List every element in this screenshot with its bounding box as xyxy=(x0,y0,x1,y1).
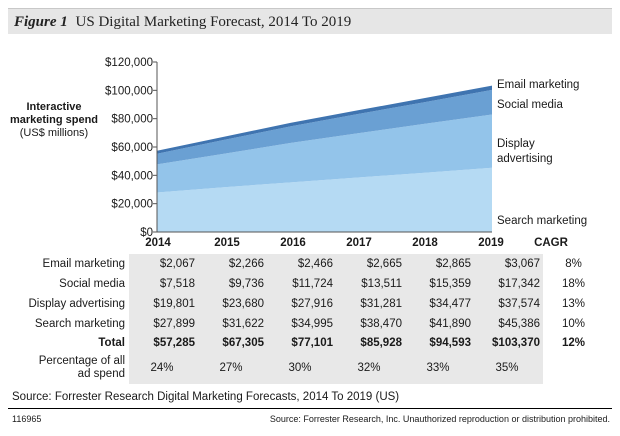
area-search-marketing xyxy=(157,167,492,232)
cagr-cell: 8% xyxy=(565,258,582,270)
table-cell: $7,518 xyxy=(129,274,198,294)
area-display-advertising xyxy=(157,114,492,193)
row-label: Search marketing xyxy=(34,318,125,330)
x-tick-label: 2017 xyxy=(346,237,372,249)
table-cell: $34,995 xyxy=(267,314,336,334)
table-cell: $23,680 xyxy=(198,294,267,314)
table-cell: $45,386 xyxy=(474,314,543,334)
table-cell: $15,359 xyxy=(405,274,474,294)
table-cell: $11,724 xyxy=(267,274,336,294)
y-tick-label: $0 xyxy=(140,227,153,239)
table-cell: $17,342 xyxy=(474,274,543,294)
table-row: Display advertising $19,801 $23,680 $27,916… xyxy=(8,294,604,314)
figure-title-bar: Figure 1 US Digital Marketing Forecast, … xyxy=(8,8,612,34)
cagr-cell: 18% xyxy=(561,278,586,290)
row-label: Social media xyxy=(59,278,125,290)
x-tick-label: 2014 xyxy=(145,237,171,249)
cagr-cell: 12% xyxy=(561,337,586,349)
table-cell: $94,593 xyxy=(405,334,474,352)
table-cell: $77,101 xyxy=(267,334,336,352)
cagr-cell: 13% xyxy=(561,298,586,310)
table-cell: $2,067 xyxy=(129,254,198,274)
row-label: Email marketing xyxy=(42,258,125,270)
table-cell: 27% xyxy=(198,352,267,384)
table-cell: $41,890 xyxy=(405,314,474,334)
x-tick-label: 2019 xyxy=(478,237,504,249)
x-tick-label: 2018 xyxy=(412,237,438,249)
y-axis-label: Interactive marketing spend (US$ million… xyxy=(6,101,102,140)
series-labels: Email marketing Social media Display advert… xyxy=(497,79,587,227)
x-axis: 2014 2015 2016 2017 2018 2019 CAGR xyxy=(145,231,569,249)
footer-rule xyxy=(8,408,612,409)
table-cell: $27,916 xyxy=(267,294,336,314)
table-cell: $31,622 xyxy=(198,314,267,334)
table-cell: $67,305 xyxy=(198,334,267,352)
y-tick-label: $120,000 xyxy=(105,57,153,69)
table-cell: 35% xyxy=(474,352,543,384)
table-cell: $57,285 xyxy=(129,334,198,352)
cagr-header: CAGR xyxy=(534,237,569,249)
table-cell: $3,067 xyxy=(474,254,543,274)
y-axis: $0 $20,000 $40,000 $60,000 $80,000 $100,000 $1… xyxy=(105,57,158,239)
table-row: Social media $7,518 $9,736 $11,724 $13,511 $1… xyxy=(8,274,604,294)
table-row: Email marketing $2,067 $2,266 $2,466 $2,665 $… xyxy=(8,254,604,274)
table-cell: $13,511 xyxy=(336,274,405,294)
y-tick-label: $40,000 xyxy=(111,170,153,182)
series-label-display-advertising: Display xyxy=(497,138,535,150)
forecast-table: Email marketing $2,067 $2,266 $2,466 $2,665 $… xyxy=(8,254,604,384)
row-label: Display advertising xyxy=(28,298,125,310)
footer-id: 116965 xyxy=(12,414,42,424)
cagr-cell xyxy=(543,352,604,384)
table-cell: $37,574 xyxy=(474,294,543,314)
row-label: Percentage of all ad spend xyxy=(8,352,129,384)
y-axis-label-bold: Interactive marketing spend xyxy=(9,101,99,126)
table-cell: $38,470 xyxy=(336,314,405,334)
table-cell: $2,266 xyxy=(198,254,267,274)
table-cell: $85,928 xyxy=(336,334,405,352)
row-label-line: Percentage of all xyxy=(38,355,125,367)
table-cell: $31,281 xyxy=(336,294,405,314)
table-row-percentage: Percentage of all ad spend 24% 27% 30% 32% 33%… xyxy=(8,352,604,384)
x-tick-label: 2015 xyxy=(214,237,240,249)
table-row: Total $57,285 $67,305 $77,101 $85,928 $94,593… xyxy=(8,334,604,352)
table-cell: $34,477 xyxy=(405,294,474,314)
figure-title: US Digital Marketing Forecast, 2014 To 2… xyxy=(75,14,352,30)
table-cell: $19,801 xyxy=(129,294,198,314)
area-email-marketing xyxy=(157,85,492,154)
y-tick-label: $20,000 xyxy=(111,199,153,211)
y-tick-label: $60,000 xyxy=(111,142,153,154)
series-label-search-marketing: Search marketing xyxy=(497,215,587,227)
series-label-email-marketing: Email marketing xyxy=(497,79,579,91)
table-cell: $103,370 xyxy=(474,334,543,352)
table-row: Search marketing $27,899 $31,622 $34,995 $38… xyxy=(8,314,604,334)
table-cell: $2,665 xyxy=(336,254,405,274)
y-axis-label-unit: (US$ millions) xyxy=(19,127,89,139)
footer-notice: Source: Forrester Research, Inc. Unautho… xyxy=(269,414,610,424)
table-cell: $9,736 xyxy=(198,274,267,294)
source-note: Source: Forrester Research Digital Marke… xyxy=(12,391,400,403)
table-cell: 30% xyxy=(267,352,336,384)
y-tick-label: $100,000 xyxy=(105,85,153,97)
stacked-area-chart: $0 $20,000 $40,000 $60,000 $80,000 $100,000 $1… xyxy=(105,57,587,249)
row-label-line: ad spend xyxy=(77,368,125,380)
table-cell: 24% xyxy=(129,352,198,384)
series-label-social-media: Social media xyxy=(497,99,563,111)
table-cell: $27,899 xyxy=(129,314,198,334)
row-label: Total xyxy=(98,337,125,349)
cagr-cell: 10% xyxy=(561,318,586,330)
area-social-media xyxy=(157,89,492,165)
y-tick-label: $80,000 xyxy=(111,114,153,126)
series-label-display-advertising: advertising xyxy=(497,153,553,165)
table-cell: 32% xyxy=(336,352,405,384)
table-cell: $2,865 xyxy=(405,254,474,274)
table-cell: 33% xyxy=(405,352,474,384)
figure-label: Figure 1 xyxy=(14,14,68,30)
area-series-group xyxy=(157,85,492,232)
table-cell: $2,466 xyxy=(267,254,336,274)
x-tick-label: 2016 xyxy=(280,237,306,249)
